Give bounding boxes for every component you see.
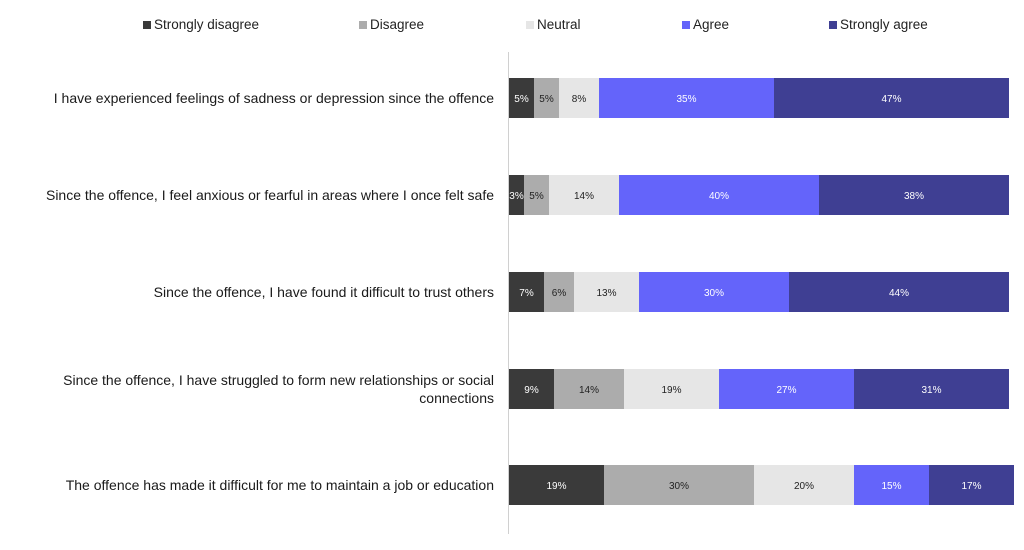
data-label: 15% <box>881 481 901 492</box>
legend-item-2: Neutral <box>526 17 581 32</box>
bar-segment <box>854 369 1009 409</box>
legend-swatch <box>682 20 690 29</box>
bar-segment <box>619 175 819 215</box>
bar-segment <box>534 78 559 118</box>
bar-segment <box>509 369 554 409</box>
bar-segment <box>929 465 1014 505</box>
bar-segment <box>789 272 1009 312</box>
data-label: 38% <box>904 191 924 202</box>
legend-swatch <box>143 20 151 29</box>
category-label: Since the offence, I have found it diffi… <box>153 284 494 300</box>
data-label: 5% <box>539 94 554 105</box>
bar-segment <box>509 465 604 505</box>
category-label: Since the offence, I feel anxious or fea… <box>45 187 494 203</box>
data-label: 13% <box>596 288 616 299</box>
legend-swatch <box>526 20 534 29</box>
category-axis-line <box>508 52 509 534</box>
legend-item-1: Disagree <box>359 17 424 32</box>
data-label: 20% <box>794 481 814 492</box>
data-label: 7% <box>519 288 534 299</box>
category-label: I have experienced feelings of sadness o… <box>53 90 494 106</box>
category-label: Since the offence, I have struggled to f… <box>63 372 494 406</box>
legend-label: Agree <box>693 17 730 32</box>
legend-label: Strongly agree <box>840 17 928 32</box>
legend-item-4: Strongly agree <box>829 17 928 32</box>
legend-item-0: Strongly disagree <box>143 17 259 32</box>
bar-segment <box>559 78 599 118</box>
data-label: 44% <box>889 288 909 299</box>
bar-segment <box>719 369 854 409</box>
data-label: 5% <box>529 191 544 202</box>
data-label: 35% <box>676 94 696 105</box>
legend-label: Strongly disagree <box>154 17 260 32</box>
bar-segment <box>604 465 754 505</box>
bar-segment <box>624 369 719 409</box>
legend-item-3: Agree <box>682 17 729 32</box>
bar-segment <box>524 175 549 215</box>
data-label: 30% <box>669 481 689 492</box>
data-label: 8% <box>572 94 587 105</box>
bar-segment <box>509 78 534 118</box>
bar-segment <box>819 175 1009 215</box>
data-label: 30% <box>704 288 724 299</box>
data-label: 40% <box>709 191 729 202</box>
legend-swatch <box>359 20 367 29</box>
bar-segment <box>554 369 624 409</box>
data-label: 6% <box>552 288 567 299</box>
bar-segment <box>854 465 929 505</box>
bar-segment <box>509 175 524 215</box>
data-label: 14% <box>579 385 599 396</box>
bar-segment <box>754 465 854 505</box>
data-label: 19% <box>661 385 681 396</box>
legend-swatch <box>829 20 837 29</box>
data-label: 31% <box>921 385 941 396</box>
bar-segment <box>774 78 1009 118</box>
legend-label: Disagree <box>370 17 425 32</box>
data-label: 47% <box>881 94 901 105</box>
category-label: The offence has made it difficult for me… <box>65 477 494 493</box>
bar-segment <box>509 272 544 312</box>
bar-segment <box>639 272 789 312</box>
data-label: 9% <box>524 385 539 396</box>
data-label: 27% <box>776 385 796 396</box>
data-label: 19% <box>546 481 566 492</box>
data-label: 14% <box>574 191 594 202</box>
bar-segment <box>544 272 574 312</box>
data-label: 17% <box>961 481 981 492</box>
legend-label: Neutral <box>537 17 581 32</box>
data-label: 3% <box>509 191 524 202</box>
bar-segment <box>599 78 774 118</box>
bar-segment <box>574 272 639 312</box>
bar-segment <box>549 175 619 215</box>
data-label: 5% <box>514 94 529 105</box>
